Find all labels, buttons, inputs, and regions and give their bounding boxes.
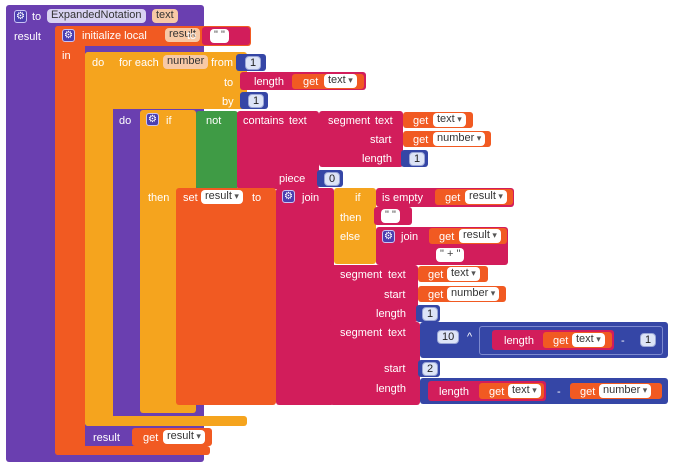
inline-then-label: then	[340, 212, 362, 224]
power-base-value[interactable]: 10	[437, 330, 460, 344]
segment-block-3[interactable]	[330, 322, 420, 405]
else-join-gear-icon[interactable]: ⚙	[382, 230, 395, 243]
plus-string-value[interactable]: " + "	[436, 248, 465, 262]
procedure-param[interactable]: text	[152, 9, 178, 23]
segment1-text-label: text	[375, 115, 393, 127]
segment3-length-label: length	[376, 383, 406, 395]
is-empty-get-label: get	[445, 192, 461, 204]
else-get-label: get	[439, 231, 455, 243]
length2-get-dropdown[interactable]: text	[508, 384, 541, 398]
inline-else-label: else	[340, 231, 361, 243]
loop-var-field[interactable]: number	[163, 55, 209, 69]
set-block[interactable]	[176, 188, 276, 405]
return-get-label: get	[143, 432, 159, 444]
subtract-get-label: get	[553, 335, 569, 347]
inline-if-label: if	[355, 192, 361, 204]
subtract-operator: -	[621, 335, 625, 347]
procedure-name-field[interactable]: ExpandedNotation	[47, 9, 146, 23]
segment-block-1[interactable]	[319, 111, 403, 167]
seg2-length-value[interactable]: 1	[422, 307, 439, 321]
contains-text-label: text	[289, 115, 307, 127]
subtract-number-value[interactable]: 1	[640, 333, 657, 347]
segment1-length-label: length	[362, 153, 392, 165]
inline-if-block[interactable]	[334, 188, 376, 264]
if-mutator-gear-icon[interactable]: ⚙	[146, 113, 159, 126]
loop-do-label: do	[92, 57, 105, 69]
set-label: set	[183, 192, 198, 204]
local-name-field[interactable]: result	[165, 28, 200, 42]
from-number-value[interactable]: 1	[245, 56, 262, 70]
seg2-get-number-dropdown[interactable]: number	[447, 287, 500, 301]
join-mutator-gear-icon[interactable]: ⚙	[282, 190, 295, 203]
return-get-dropdown[interactable]: result	[163, 430, 205, 444]
piece-label: piece	[279, 173, 306, 185]
loop-to-label: to	[224, 77, 234, 89]
procedure-result-label: result	[14, 31, 41, 43]
join-label: join	[302, 192, 320, 204]
not-label: not	[206, 115, 222, 127]
join-block[interactable]	[276, 188, 334, 405]
for-each-body	[85, 52, 113, 426]
seg2-get-text-dropdown[interactable]: text	[447, 267, 480, 281]
segment2-length-label: length	[376, 308, 406, 320]
for-each-footer	[85, 416, 247, 426]
segment1-label: segment	[328, 115, 371, 127]
if-label: if	[166, 115, 172, 127]
get-label: get	[303, 76, 319, 88]
seg1-get-text-dropdown[interactable]: text	[433, 113, 466, 127]
length2-get-label: get	[489, 386, 505, 398]
power-operator: ^	[467, 331, 473, 343]
seg1-length-value[interactable]: 1	[409, 152, 426, 166]
for-each-label: for each	[119, 57, 159, 69]
is-empty-label: is empty	[382, 192, 423, 204]
seg1-get-label: get	[413, 115, 429, 127]
then-label: then	[148, 192, 170, 204]
get-text-dropdown[interactable]: text	[324, 74, 357, 88]
segment2-text-label: text	[388, 269, 406, 281]
local-variable-footer	[55, 446, 210, 455]
set-to-label: to	[252, 192, 262, 204]
loop-by-label: by	[222, 96, 234, 108]
local-mutator-gear-icon[interactable]: ⚙	[62, 29, 75, 42]
segment3-text-label: text	[388, 327, 406, 339]
seg1-get-number-label: get	[413, 134, 429, 146]
empty-string-value[interactable]: " "	[210, 29, 229, 43]
contains-block[interactable]	[237, 111, 319, 189]
segment2-label: segment	[340, 269, 383, 281]
procedure-to-label: to	[32, 11, 42, 23]
length-label: length	[254, 76, 284, 88]
mutator-gear-icon[interactable]: ⚙	[14, 10, 27, 23]
get-number-dropdown[interactable]: number	[599, 384, 652, 398]
piece-number-value[interactable]: 0	[324, 172, 341, 186]
seg1-get-number-dropdown[interactable]: number	[433, 132, 486, 146]
loop-inner-do-label: do	[119, 115, 132, 127]
local-variable-body	[55, 26, 85, 455]
return-result-label: result	[93, 432, 120, 444]
subtract-get-dropdown[interactable]: text	[572, 333, 605, 347]
set-var-dropdown[interactable]: result	[201, 190, 243, 204]
segment3-label: segment	[340, 327, 383, 339]
else-join-label: join	[401, 231, 419, 243]
loop-from-label: from	[211, 57, 233, 69]
seg3-start-value[interactable]: 2	[422, 362, 439, 376]
else-get-dropdown[interactable]: result	[459, 229, 501, 243]
local-to-label: to	[187, 30, 197, 42]
is-empty-get-dropdown[interactable]: result	[465, 190, 507, 204]
by-number-value[interactable]: 1	[248, 94, 265, 108]
contains-label: contains	[243, 115, 284, 127]
then-string-value[interactable]: " "	[381, 209, 400, 223]
seg2-get-number-label: get	[428, 289, 444, 301]
initialize-local-label: initialize local	[82, 30, 147, 42]
length2-label: length	[439, 386, 469, 398]
subtract-length-label: length	[504, 335, 534, 347]
seg2-get-label: get	[428, 269, 444, 281]
length-minus-operator: -	[557, 386, 561, 398]
local-in-label: in	[62, 50, 71, 62]
segment3-start-label: start	[384, 363, 406, 375]
segment-block-2[interactable]	[330, 265, 418, 322]
not-block[interactable]	[196, 111, 238, 189]
get-number-label: get	[580, 386, 596, 398]
segment2-start-label: start	[384, 289, 406, 301]
segment1-start-label: start	[370, 134, 392, 146]
